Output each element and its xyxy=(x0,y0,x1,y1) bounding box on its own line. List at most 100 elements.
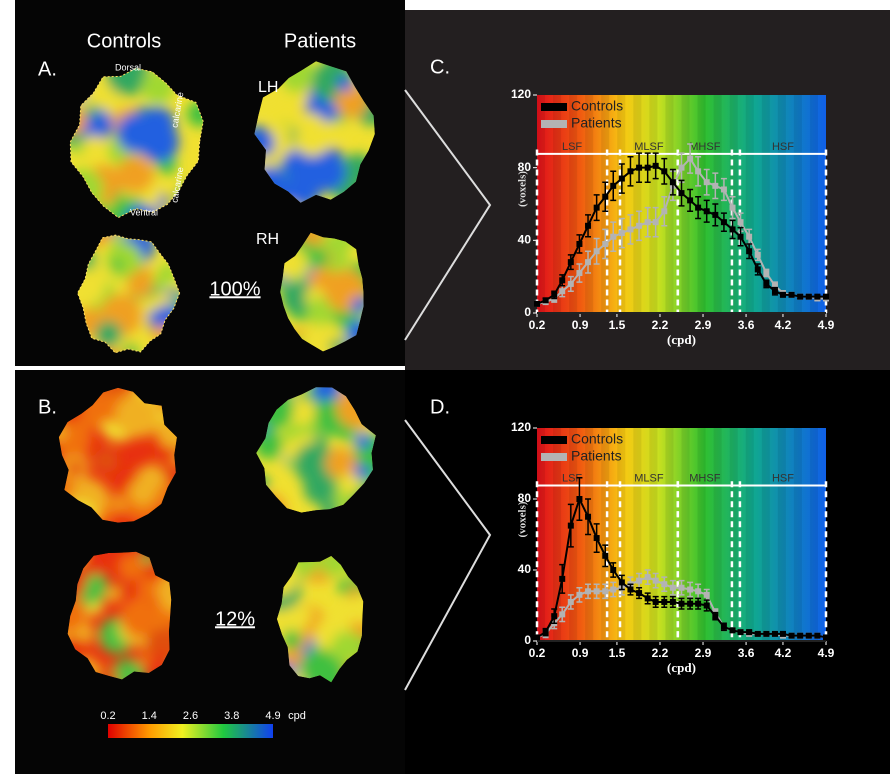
marker xyxy=(755,252,761,258)
background-stripe xyxy=(665,428,673,641)
brain-blob xyxy=(116,113,156,153)
panel-label: C. xyxy=(430,56,450,78)
marker xyxy=(594,205,600,211)
hemisphere-label: RH xyxy=(256,231,279,248)
brain-blob xyxy=(83,135,105,157)
x-tick-label: 4.9 xyxy=(818,318,835,332)
band-label: MLSF xyxy=(634,141,664,153)
marker xyxy=(576,270,582,276)
band-label: MHSF xyxy=(689,472,720,484)
background-stripe xyxy=(746,95,754,313)
marker xyxy=(772,631,778,637)
marker xyxy=(576,592,582,598)
marker xyxy=(627,587,633,593)
column-title: Patients xyxy=(284,30,356,52)
x-axis-label: (cpd) xyxy=(667,660,696,675)
marker xyxy=(559,288,565,294)
marker xyxy=(559,576,565,582)
marker xyxy=(636,578,642,584)
legend-swatch xyxy=(541,453,567,461)
marker xyxy=(653,163,659,169)
marker xyxy=(772,288,778,294)
marker xyxy=(763,631,769,637)
column-title: Controls xyxy=(87,30,161,52)
marker xyxy=(670,599,676,605)
marker xyxy=(585,588,591,594)
marker xyxy=(602,194,608,200)
brain-blob xyxy=(86,104,99,117)
brain-blob xyxy=(148,309,166,327)
background-stripe xyxy=(794,95,802,313)
legend-label: Patients xyxy=(571,448,622,464)
brain-blob xyxy=(85,574,105,594)
marker xyxy=(721,624,727,630)
marker xyxy=(687,601,693,607)
marker xyxy=(559,277,565,283)
band-label: HSF xyxy=(772,141,794,153)
marker xyxy=(619,230,625,236)
colorbar-unit: cpd xyxy=(288,710,306,722)
marker xyxy=(763,270,769,276)
band-label: MHSF xyxy=(689,141,720,153)
marker xyxy=(551,292,557,298)
brain-blob xyxy=(127,271,154,298)
marker xyxy=(568,259,574,265)
y-axis-label: (voxels) xyxy=(517,171,529,207)
marker xyxy=(585,223,591,229)
marker xyxy=(730,226,736,232)
marker xyxy=(763,281,769,287)
marker xyxy=(534,634,540,640)
marker xyxy=(679,585,685,591)
marker xyxy=(576,241,582,247)
brain-blob xyxy=(117,156,154,193)
x-tick-label: 3.6 xyxy=(738,646,755,660)
marker xyxy=(730,205,736,211)
marker xyxy=(602,241,608,247)
marker xyxy=(610,567,616,573)
marker xyxy=(695,205,701,211)
marker xyxy=(568,281,574,287)
marker xyxy=(679,165,685,171)
x-tick-label: 0.2 xyxy=(529,646,546,660)
background-stripe xyxy=(778,95,786,313)
marker xyxy=(534,301,540,307)
marker xyxy=(780,292,786,298)
marker xyxy=(687,587,693,593)
brain-blob xyxy=(111,259,123,271)
x-tick-label: 4.9 xyxy=(818,646,835,660)
x-tick-label: 1.5 xyxy=(609,646,626,660)
colorbar-tick-label: 0.2 xyxy=(100,710,115,722)
brain-blob xyxy=(137,653,153,669)
x-tick-label: 2.2 xyxy=(652,646,669,660)
marker xyxy=(568,599,574,605)
marker xyxy=(687,156,693,162)
y-axis-label: (voxels) xyxy=(517,501,529,537)
marker xyxy=(823,294,829,300)
x-tick-label: 3.6 xyxy=(738,318,755,332)
x-tick-label: 0.9 xyxy=(572,318,589,332)
colorbar-tick-label: 1.4 xyxy=(142,710,157,722)
marker xyxy=(823,634,829,640)
marker xyxy=(814,294,820,300)
marker xyxy=(712,613,718,619)
marker xyxy=(594,535,600,541)
marker xyxy=(610,183,616,189)
y-tick-label: 40 xyxy=(518,233,532,247)
y-tick-label: 0 xyxy=(524,305,531,319)
marker xyxy=(627,168,633,174)
colorbar xyxy=(108,724,273,738)
marker xyxy=(653,578,659,584)
marker xyxy=(797,633,803,639)
brain-blob xyxy=(309,249,328,268)
marker xyxy=(543,629,549,635)
marker xyxy=(679,601,685,607)
marker xyxy=(653,599,659,605)
background-stripe xyxy=(810,428,818,641)
marker xyxy=(551,613,557,619)
marker xyxy=(645,595,651,601)
colorbar-tick-label: 3.8 xyxy=(224,710,239,722)
background-stripe xyxy=(633,95,641,313)
brain-blob xyxy=(296,607,312,623)
marker xyxy=(814,633,820,639)
band-label: LSF xyxy=(562,141,582,153)
